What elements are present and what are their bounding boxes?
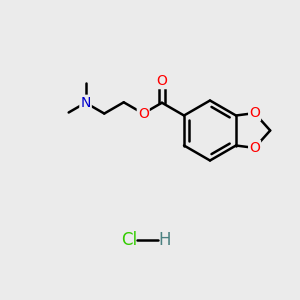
Text: N: N: [80, 96, 91, 110]
Text: O: O: [157, 74, 167, 88]
Text: Cl: Cl: [121, 231, 137, 249]
Text: O: O: [138, 106, 149, 121]
Text: H: H: [159, 231, 171, 249]
Text: O: O: [249, 106, 260, 120]
Text: O: O: [249, 141, 260, 155]
